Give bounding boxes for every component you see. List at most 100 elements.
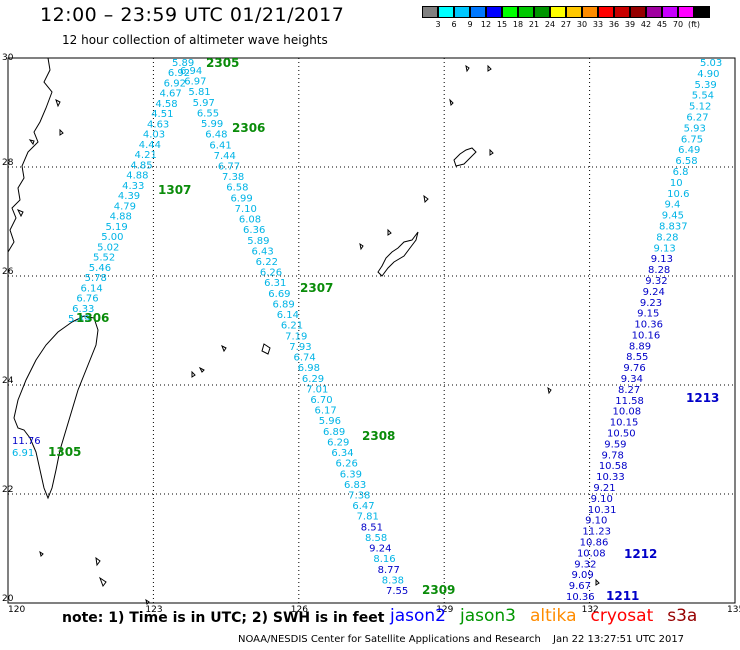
wave-height-value: 6.39 (340, 469, 362, 480)
wave-height-value: 9.32 (645, 276, 667, 287)
color-scale-legend: 3 6 9 12 15 18 21 24 27 30 33 36 39 42 45 70 (ft) (422, 6, 710, 29)
scale-label: 3 (435, 20, 441, 29)
wave-height-value: 11.23 (582, 527, 611, 538)
scale-label: 36 (608, 20, 620, 29)
amami-island (453, 147, 477, 167)
lat-tick-label: 24 (2, 376, 14, 386)
wave-height-value: 6.21 (281, 321, 303, 332)
map-grid: 120 123 126 129 132 135 30 28 26 24 22 20 (2, 53, 740, 615)
wave-height-value: 6.14 (277, 310, 299, 321)
color-swatch (582, 6, 598, 18)
credit-text: NOAA/NESDIS Center for Satellite Applica… (238, 634, 541, 645)
pass-label: 2309 (422, 583, 455, 597)
wave-height-value: 10.58 (599, 461, 628, 472)
wave-height-value: 6.77 (218, 162, 240, 173)
color-swatch (486, 6, 502, 18)
wave-height-value: 9.24 (369, 544, 391, 555)
scale-label: 18 (512, 20, 524, 29)
footer-note: note: 1) Time is in UTC; 2) SWH is in fe… (62, 610, 385, 626)
wave-height-value: 6.31 (264, 278, 286, 289)
wave-height-value: 6.26 (336, 459, 358, 470)
satellite-jason3: jason3 (460, 606, 516, 626)
wave-height-value: 8.38 (382, 575, 404, 586)
color-swatch (694, 6, 710, 18)
wave-height-value: 6.89 (272, 299, 294, 310)
wave-height-value: 8.27 (618, 385, 640, 396)
lon-tick-label: 123 (145, 605, 162, 615)
scale-label: 42 (640, 20, 652, 29)
lat-tick-label: 26 (2, 267, 14, 277)
wave-height-value: 6.83 (344, 480, 366, 491)
wave-height-value: 5.02 (97, 242, 119, 253)
wave-height-value: 10.15 (610, 418, 639, 429)
wave-height-value: 8.58 (365, 533, 387, 544)
pass-label: 1213 (686, 391, 719, 405)
color-scale-swatches (422, 6, 710, 18)
scale-label: 12 (480, 20, 492, 29)
wave-height-value: 5.52 (93, 253, 115, 264)
wave-height-value: 5.54 (692, 91, 714, 102)
wave-height-value: 8.51 (361, 522, 383, 533)
satellite-altika: altika (530, 606, 577, 626)
wave-height-value: 6.17 (315, 406, 337, 417)
pass-labels: 2305 2306 1307 1306 1305 2307 2308 2309 1213 1212… (48, 56, 719, 603)
wave-height-value: 10.08 (612, 407, 641, 418)
color-swatch (470, 6, 486, 18)
scale-label: 24 (544, 20, 556, 29)
wave-height-value: 5.46 (89, 263, 111, 274)
lat-tick-label: 20 (2, 594, 14, 604)
wave-height-value: 4.88 (110, 212, 132, 223)
wave-height-value: 8.28 (648, 265, 670, 276)
wave-height-value: 6.91 (12, 448, 34, 459)
color-swatch (566, 6, 582, 18)
scale-label: 45 (656, 20, 668, 29)
scale-label: 6 (451, 20, 457, 29)
wave-height-value: 9.15 (637, 309, 659, 320)
china-coast-islands (16, 99, 64, 218)
color-swatch (646, 6, 662, 18)
wave-height-value: 5.97 (193, 98, 215, 109)
wave-height-value: 5.93 (684, 123, 706, 134)
china-coastline (7, 57, 53, 253)
lon-tick-label: 135 (727, 605, 740, 615)
wave-height-value: 6.26 (260, 268, 282, 279)
wave-height-value: 11.76 (12, 436, 41, 447)
wave-height-value: 8.55 (626, 352, 648, 363)
taiwan-coastline (13, 315, 99, 500)
pass-label: 1307 (158, 183, 191, 197)
wave-height-value: 9.4 (664, 200, 680, 211)
wave-height-value: 4.90 (697, 69, 719, 80)
wave-height-value: 5.81 (188, 87, 210, 98)
wave-height-value: 6.22 (256, 257, 278, 268)
wave-height-value: 6.29 (327, 437, 349, 448)
wave-height-value: 6.29 (302, 374, 324, 385)
wave-height-value: 6.74 (294, 353, 316, 364)
wave-height-value: 10.31 (588, 505, 617, 516)
color-swatch (454, 6, 470, 18)
wave-height-value: 6.70 (310, 395, 332, 406)
wave-height-value: 9.13 (654, 243, 676, 254)
wave-height-value: 9.09 (571, 570, 593, 581)
wave-height-value: 6.92 (168, 68, 190, 79)
wave-height-value: 4.21 (135, 150, 157, 161)
scale-label: 15 (496, 20, 508, 29)
page-title: 12:00 – 23:59 UTC 01/21/2017 (40, 4, 345, 26)
wave-height-value: 9.10 (591, 494, 613, 505)
lon-tick-label: 126 (291, 605, 308, 615)
wave-height-value: 6.92 (164, 78, 186, 89)
wave-height-value: 5.03 (700, 58, 722, 69)
color-swatch (534, 6, 550, 18)
wave-height-value: 9.23 (640, 298, 662, 309)
color-swatch (518, 6, 534, 18)
wave-height-value: 5.96 (319, 416, 341, 427)
wave-height-value: 5.99 (201, 119, 223, 130)
wave-height-value: 5.89 (247, 236, 269, 247)
scale-label: (ft) (687, 20, 701, 29)
wave-height-value: 6.34 (331, 448, 353, 459)
satellite-jason2: jason2 (390, 606, 446, 626)
wave-height-value: 10.86 (580, 538, 609, 549)
color-swatch (598, 6, 614, 18)
wave-height-value: 5.39 (695, 80, 717, 91)
wave-height-value: 6.36 (243, 225, 265, 236)
pass-label: 1306 (76, 311, 109, 325)
